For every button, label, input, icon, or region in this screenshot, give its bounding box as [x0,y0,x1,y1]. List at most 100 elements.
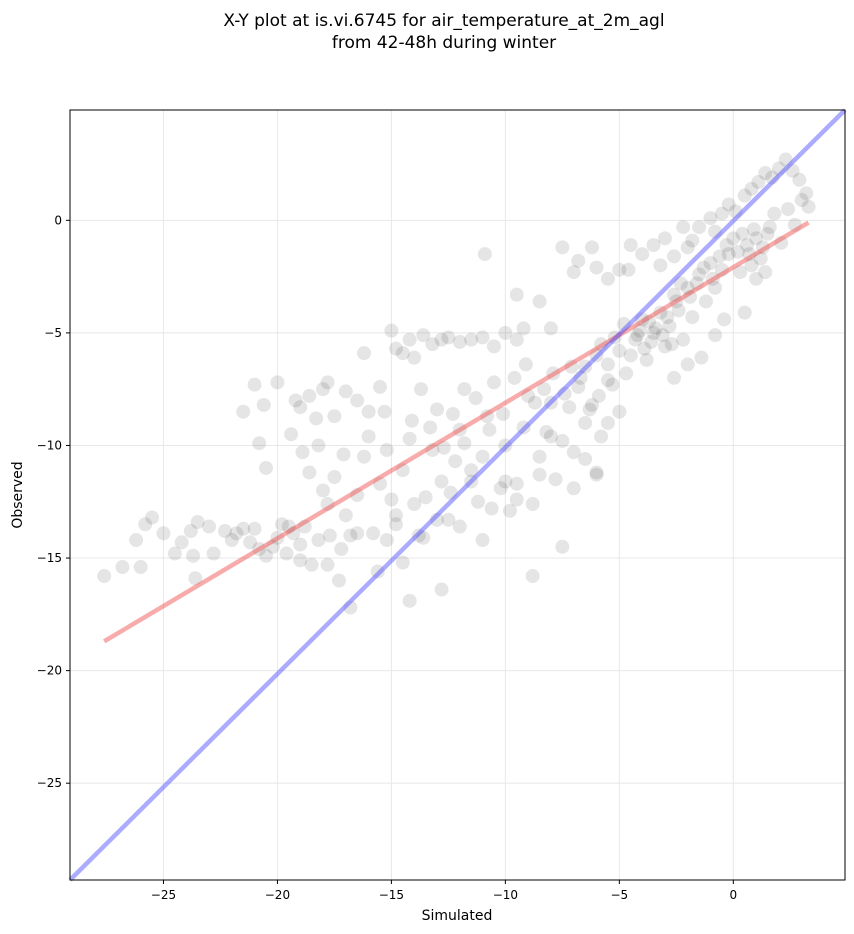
data-point [350,526,365,541]
data-point [434,474,449,489]
data-point [566,265,581,280]
data-point [464,332,479,347]
data-point [733,265,748,280]
data-point [361,429,376,444]
data-point [452,519,467,534]
data-point [416,530,431,545]
data-point [543,321,558,336]
data-point [388,341,403,356]
data-point [532,449,547,464]
data-point [286,526,301,541]
data-point [612,404,627,419]
data-point [744,258,759,273]
data-point [188,571,203,586]
data-point [338,508,353,523]
data-point [676,220,691,235]
data-point [480,409,495,424]
data-point [589,465,604,480]
data-point [402,431,417,446]
data-point [646,238,661,253]
data-point [441,512,456,527]
data-point [721,247,736,262]
data-point [573,370,588,385]
data-point [350,393,365,408]
data-point [692,267,707,282]
data-point [630,328,645,343]
data-point [771,161,786,176]
data-point [694,350,709,365]
data-point [676,332,691,347]
data-point [600,415,615,430]
data-point [612,343,627,358]
data-point [402,593,417,608]
data-point [156,526,171,541]
data-point [726,231,741,246]
data-point [366,526,381,541]
data-point [758,265,773,280]
x-axis-ticks: −25 −20 −15 −10 −5 0 [151,880,737,902]
data-point [525,497,540,512]
data-point [735,226,750,241]
data-point [680,240,695,255]
data-point [765,170,780,185]
data-point [395,555,410,570]
data-point [475,533,490,548]
fit-lines [68,108,847,882]
data-point [719,238,734,253]
data-point [509,287,524,302]
data-point [486,339,501,354]
data-point [680,280,695,295]
data-point [635,247,650,262]
data-point [218,524,232,539]
data-point [703,256,718,271]
data-point [425,337,440,352]
data-point [407,350,422,365]
data-point [794,193,809,208]
data-point [721,197,736,212]
data-point [778,152,793,167]
y-tick-label: −20 [37,664,62,678]
data-point [785,163,800,178]
data-point [256,397,271,412]
x-tick-label: −25 [151,888,176,902]
data-point [525,569,540,584]
data-point [509,492,524,507]
data-point [673,276,688,291]
x-tick-label: −15 [379,888,404,902]
data-point [521,388,536,403]
data-point [411,528,426,543]
data-point [448,454,463,469]
data-point [404,413,419,428]
data-point [749,271,764,286]
data-point [751,175,766,190]
data-point [546,366,561,381]
y-tick-label: −5 [44,326,62,340]
data-point [322,528,337,543]
data-point [708,280,723,295]
data-point [685,233,700,248]
data-point [532,294,547,309]
data-point [685,310,700,325]
data-point [566,445,581,460]
data-point [295,445,310,460]
data-point [774,235,789,250]
data-point [464,474,479,489]
data-point [293,553,308,568]
data-point [395,346,410,361]
data-point [436,440,451,455]
y-axis-label: Observed [10,461,26,528]
data-point [311,533,326,548]
data-point [742,247,757,262]
data-point [600,271,615,286]
data-point [407,497,422,512]
data-point [327,409,342,424]
data-point [712,249,727,264]
data-point [635,312,650,327]
data-point [370,564,385,579]
data-point [414,382,429,397]
data-point [584,397,599,412]
data-point [600,373,615,388]
data-point [507,370,522,385]
data-point [639,352,654,367]
data-point [555,539,570,554]
